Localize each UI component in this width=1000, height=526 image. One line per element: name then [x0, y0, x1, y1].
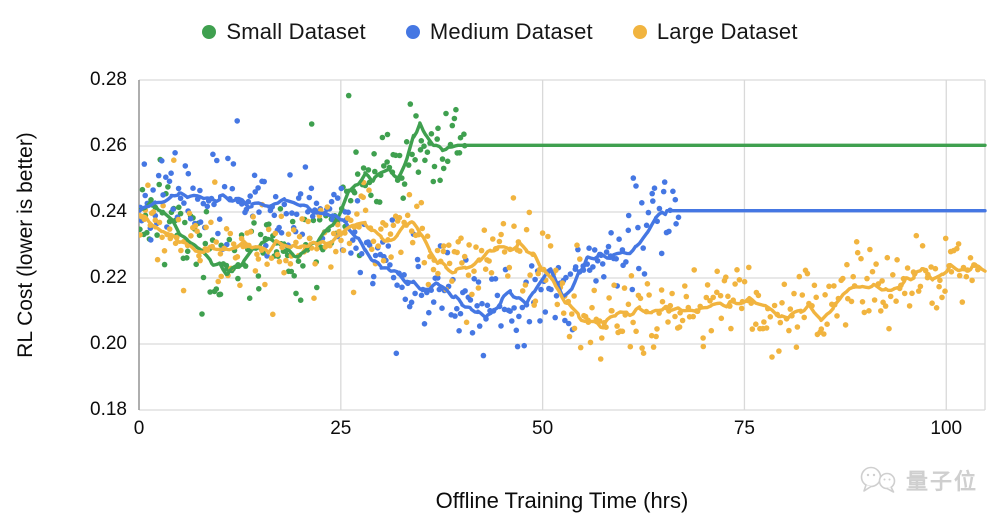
- legend-label: Large Dataset: [656, 19, 798, 44]
- chart-legend: Small Dataset Medium Dataset Large Dataset: [0, 18, 1000, 46]
- legend-dot: [405, 25, 420, 39]
- legend-label: Medium Dataset: [429, 19, 593, 44]
- legend-label: Small Dataset: [226, 19, 366, 44]
- y-tick-label: 0.22: [90, 267, 127, 288]
- legend-dot: [632, 25, 647, 39]
- y-tick-label: 0.18: [90, 399, 127, 420]
- watermark-text: 量子位: [905, 469, 978, 494]
- x-tick-label: 25: [330, 418, 352, 439]
- y-tick-label: 0.28: [90, 69, 127, 90]
- trend-line-large-dataset: [139, 212, 987, 330]
- chat-bubbles-icon: [860, 466, 896, 493]
- x-tick-label: 50: [532, 418, 554, 439]
- x-tick-label: 100: [930, 418, 963, 439]
- trend-line-medium-dataset: [139, 191, 987, 319]
- x-axis-title: Offline Training Time (hrs): [435, 488, 689, 513]
- legend-item-small-dataset: Small Dataset: [202, 19, 366, 45]
- y-tick-label: 0.26: [90, 135, 127, 156]
- y-tick-label: 0.24: [90, 201, 127, 222]
- legend-dot: [202, 25, 217, 39]
- y-tick-label: 0.20: [90, 333, 127, 354]
- legend-item-large-dataset: Large Dataset: [632, 19, 798, 45]
- x-tick-label: 0: [133, 418, 145, 439]
- data-marks: [139, 92, 987, 362]
- watermark: 量子位: [858, 464, 978, 496]
- scatter-large-dataset: [139, 157, 981, 362]
- x-tick-label: 75: [733, 418, 756, 439]
- legend-item-medium-dataset: Medium Dataset: [405, 19, 593, 45]
